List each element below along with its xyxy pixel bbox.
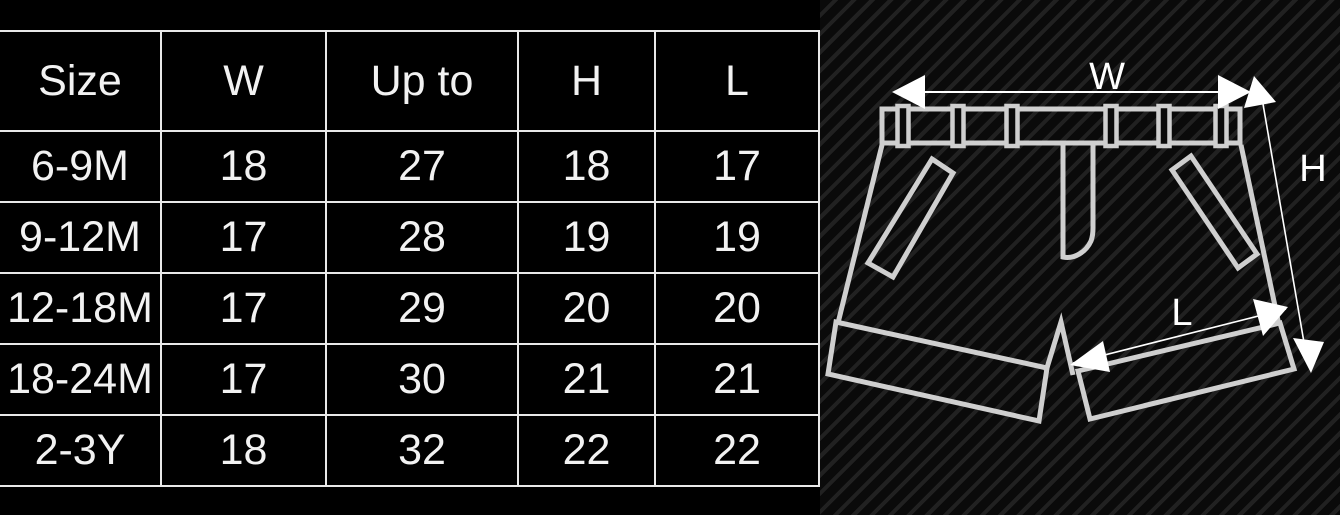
column-header-upto: Up to [325,30,519,132]
length-label: L [1171,292,1192,334]
cell-h: 19 [517,201,656,274]
cell-w: 17 [160,343,327,416]
left-pocket [864,155,957,281]
width-label: W [1089,56,1125,98]
belt-loop [1004,103,1020,149]
table-row: 6-9M 18 27 18 17 [0,130,820,203]
cell-upto: 32 [325,414,519,487]
right-pocket [1168,152,1261,272]
belt-loop [950,103,966,149]
cell-upto: 30 [325,343,519,416]
cell-l: 22 [654,414,820,487]
cell-w: 18 [160,414,327,487]
waistband [879,106,1243,146]
l-dimension-line [1072,308,1287,364]
w-arrowhead-right-icon [1218,75,1251,109]
cell-h: 20 [517,272,656,345]
cell-w: 17 [160,201,327,274]
cell-w: 18 [160,130,327,203]
cell-h: 18 [517,130,656,203]
cell-upto: 29 [325,272,519,345]
column-header-h: H [517,30,656,132]
cell-upto: 27 [325,130,519,203]
table-row: 18-24M 17 30 21 21 [0,343,820,416]
measurement-diagram-panel: W H L [820,0,1340,515]
right-outer-seam [1238,144,1282,326]
height-label: H [1299,148,1326,190]
table-row: 12-18M 17 29 20 20 [0,272,820,345]
cell-h: 22 [517,414,656,487]
left-outer-seam [835,144,885,324]
size-chart-table: Size W Up to H L 6-9M 18 27 18 17 9-12M … [0,30,820,487]
belt-loop [1213,103,1229,149]
cell-size: 6-9M [0,130,162,203]
column-header-l: L [654,30,820,132]
cell-l: 21 [654,343,820,416]
fly-seam [1060,144,1096,260]
table-row: 2-3Y 18 32 22 22 [0,414,820,487]
column-header-size: Size [0,30,162,132]
belt-loop [1103,103,1119,149]
column-header-w: W [160,30,327,132]
cell-h: 21 [517,343,656,416]
cell-l: 17 [654,130,820,203]
right-hem-cuff [1074,320,1298,423]
h-dimension-line [1262,103,1308,361]
cell-l: 20 [654,272,820,345]
table-row: 9-12M 17 28 19 19 [0,201,820,274]
cell-size: 18-24M [0,343,162,416]
cell-l: 19 [654,201,820,274]
l-arrowhead-left-icon [1070,341,1110,372]
table-header-row: Size W Up to H L [0,30,820,132]
belt-loop [895,103,911,149]
cell-w: 17 [160,272,327,345]
h-arrowhead-bottom-icon [1293,338,1324,373]
cell-size: 12-18M [0,272,162,345]
cell-size: 2-3Y [0,414,162,487]
shorts-measurement-diagram: W H L [825,56,1327,425]
cell-upto: 28 [325,201,519,274]
l-arrowhead-right-icon [1253,299,1288,336]
crotch-seam [1043,312,1076,376]
h-arrowhead-top-icon [1244,76,1276,108]
w-arrowhead-left-icon [892,75,925,109]
left-hem-cuff [825,318,1050,425]
cell-size: 9-12M [0,201,162,274]
belt-loop [1156,103,1172,149]
